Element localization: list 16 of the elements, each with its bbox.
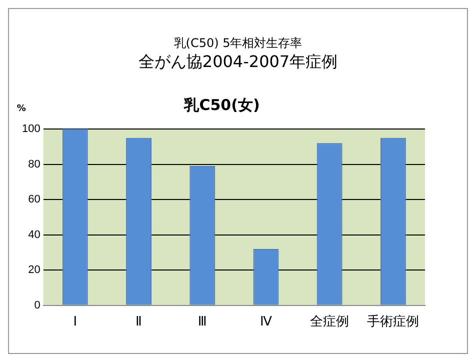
- y-tick-label: 40: [28, 228, 40, 241]
- text: 乳C50(女): [183, 96, 260, 114]
- y-tick-label: 60: [28, 194, 40, 206]
- y-tick-label: 20: [28, 264, 40, 276]
- y-tick-label: 80: [28, 158, 40, 170]
- x-tick-label: Ⅳ: [260, 314, 272, 330]
- chart-title: 乳(C50) 5年相対生存率: [172, 35, 304, 52]
- x-tick-label: Ⅲ: [198, 314, 207, 330]
- x-tick-label: 全症例: [310, 314, 350, 330]
- chart-subtitle: 全がん協2004-2007年症例: [137, 52, 339, 73]
- x-tick-label: Ⅰ: [73, 314, 78, 330]
- x-tick-label: Ⅱ: [136, 314, 142, 330]
- x-tick-label: 手術症例: [367, 314, 420, 330]
- y-axis-title: %: [16, 104, 26, 114]
- y-tick-label: 100: [22, 123, 40, 136]
- y-tick-label: 0: [34, 299, 40, 312]
